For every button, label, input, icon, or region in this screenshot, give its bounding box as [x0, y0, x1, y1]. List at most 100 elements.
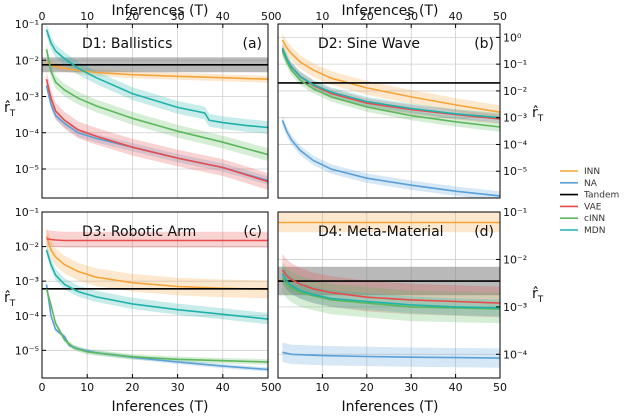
- y-label-right-bottom: r̂T: [532, 286, 544, 305]
- series-group: [278, 212, 500, 368]
- svg-text:r̂T: r̂T: [532, 286, 544, 305]
- y-tick-label: 10⁻⁵: [15, 344, 39, 357]
- x-tick-label: 30: [404, 10, 418, 23]
- y-tick-label: 10⁻⁴: [503, 348, 528, 361]
- series-line-na: [282, 351, 500, 359]
- band-na: [282, 115, 500, 198]
- x-tick-label: 20: [360, 381, 374, 394]
- band-cinn: [46, 286, 268, 365]
- x-tick-label: 10: [315, 381, 329, 394]
- panel-4: 0 10 20 30 40 50 10⁻¹ 10⁻² 10⁻³ 10⁻⁴ D4: Meta-Mate…: [275, 206, 528, 394]
- y-tick-label: 10⁻³: [503, 301, 527, 314]
- series-line-mdn: [281, 273, 500, 309]
- y-label-main: r̂: [532, 105, 538, 121]
- top-axis-title-right: Inferences (T): [341, 3, 438, 19]
- panel-3: 0 10 20 30 40 50 10⁻¹ 10⁻² 10⁻³ 10⁻⁴ 10⁻⁵ D3: Robot…: [15, 206, 275, 394]
- series-line-inn: [281, 39, 500, 113]
- y-tick-label: 10⁻⁴: [15, 127, 40, 140]
- legend-label: VAE: [584, 202, 602, 212]
- series-line-mdn: [281, 47, 500, 119]
- band-inn: [46, 227, 268, 299]
- y-tick-label: 10⁻³: [15, 91, 39, 104]
- y-label-sub: T: [9, 299, 16, 309]
- x-tick-label: 0: [39, 10, 46, 23]
- y-tick-label: 10⁻¹: [15, 206, 39, 219]
- y-tick-label: 10⁻³: [503, 112, 527, 125]
- y-label-main: r̂: [4, 290, 10, 306]
- legend-label: Tandem: [583, 191, 619, 201]
- x-tick-label: 30: [404, 381, 418, 394]
- x-tick-label: 0: [275, 381, 282, 394]
- x-tick-label: 50: [493, 10, 507, 23]
- panel-title: D1: Ballistics: [82, 36, 172, 52]
- series-line-cinn: [281, 51, 500, 128]
- band-vae: [46, 70, 268, 190]
- legend-label: INN: [584, 167, 600, 177]
- y-label-right-top: r̂T: [532, 105, 544, 124]
- panels: 0 10 20 30 40 50 10⁻¹ 10⁻² 10⁻³ 10⁻⁴ 10⁻⁵ D1: Balli…: [15, 10, 528, 394]
- y-tick-label: 10⁻²: [15, 241, 39, 254]
- legend-item-inn: INN: [560, 167, 600, 177]
- y-label-left-top: r̂T: [4, 100, 16, 119]
- series-group: [278, 33, 500, 198]
- band-vae: [46, 229, 268, 248]
- x-tick-label: 50: [261, 381, 275, 394]
- band-na: [282, 342, 500, 368]
- panel-letter: (a): [242, 36, 262, 52]
- band-inn: [282, 33, 500, 120]
- y-tick-label: 10⁻¹: [15, 18, 39, 31]
- x-tick-label: 10: [80, 381, 94, 394]
- panel-2: 0 10 20 30 40 50 10⁰ 10⁻¹ 10⁻² 10⁻³ 10⁻⁴ 10⁻⁵ D2: Si…: [275, 10, 528, 199]
- series-line-cinn: [45, 49, 268, 156]
- y-tick-label: 10⁻⁴: [503, 138, 528, 151]
- y-tick-label: 10⁻²: [503, 85, 527, 98]
- x-tick-label: 50: [493, 381, 507, 394]
- panel-title: D4: Meta-Material: [318, 224, 444, 240]
- bottom-axis-title: Inferences (T): [111, 399, 208, 415]
- legend-item-mdn: MDN: [560, 226, 605, 236]
- x-tick-label: 50: [261, 10, 275, 23]
- legend-item-na: NA: [560, 179, 598, 189]
- panel-title: D2: Sine Wave: [318, 36, 420, 52]
- x-tick-label: 0: [39, 381, 46, 394]
- series-line-cinn: [45, 288, 268, 363]
- series-line-vae: [46, 237, 268, 242]
- series-line-vae: [281, 269, 500, 304]
- x-tick-label: 10: [80, 10, 94, 23]
- y-tick-label: 10⁻⁴: [15, 310, 40, 323]
- x-tick-label: 20: [125, 381, 139, 394]
- legend-item-vae: VAE: [560, 202, 602, 212]
- x-tick-label: 40: [216, 381, 230, 394]
- series-line-cinn: [281, 277, 500, 310]
- band-mdn: [46, 24, 268, 134]
- series-line-mdn: [45, 249, 268, 320]
- y-label-main: r̂: [4, 100, 10, 116]
- band-mdn: [282, 265, 500, 317]
- plot-frame: [277, 211, 501, 379]
- x-tick-label: 20: [125, 10, 139, 23]
- y-tick-label: 10⁻¹: [503, 206, 527, 219]
- x-tick-label: 20: [360, 10, 374, 23]
- y-tick-label: 10⁻⁵: [503, 165, 527, 178]
- svg-text:r̂T: r̂T: [532, 105, 544, 124]
- y-label-sub: T: [9, 109, 16, 119]
- band-cinn: [282, 46, 500, 132]
- series-line-mdn: [45, 29, 268, 129]
- legend-label: MDN: [584, 226, 605, 236]
- panel-title: D3: Robotic Arm: [82, 224, 196, 240]
- y-label-sub: T: [537, 295, 544, 305]
- legend-item-cinn: cINN: [560, 214, 605, 224]
- panel-letter: (c): [243, 224, 262, 240]
- series-line-na: [281, 120, 500, 197]
- y-tick-label: 10⁰: [503, 31, 522, 44]
- panel-letter: (b): [474, 36, 494, 52]
- panel-letter: (d): [474, 224, 494, 240]
- bottom-axis-title-right: Inferences (T): [341, 399, 438, 415]
- svg-text:r̂T: r̂T: [4, 290, 16, 309]
- y-tick-label: 10⁻²: [15, 54, 39, 67]
- plot-frame: [41, 23, 269, 199]
- panel-1: 0 10 20 30 40 50 10⁻¹ 10⁻² 10⁻³ 10⁻⁴ 10⁻⁵ D1: Balli…: [15, 10, 275, 199]
- top-axis-title: Inferences (T): [111, 3, 208, 19]
